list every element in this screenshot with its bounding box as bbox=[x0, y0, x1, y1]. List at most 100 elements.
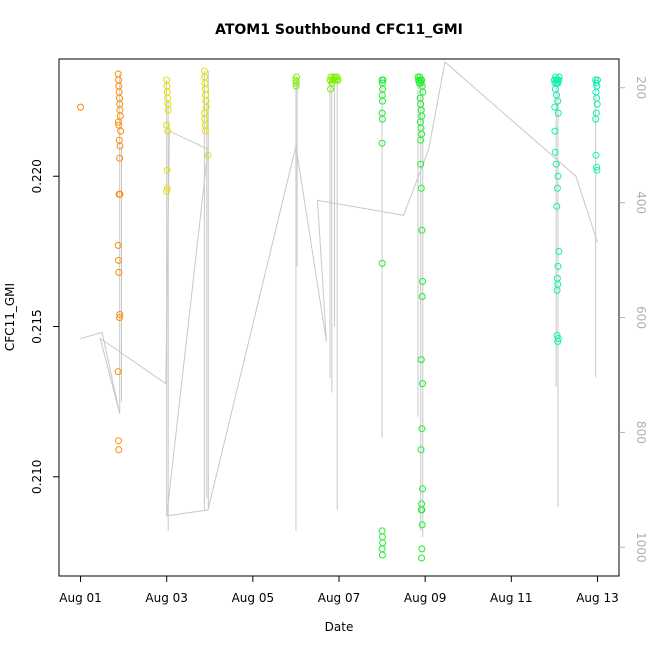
point-0-10 bbox=[115, 121, 123, 129]
y2-tick-label-0: 200 bbox=[634, 76, 648, 99]
point-3-31 bbox=[417, 136, 425, 144]
point-0-2 bbox=[115, 76, 122, 84]
point-0-16 bbox=[116, 190, 124, 198]
point-1-7 bbox=[164, 127, 172, 135]
point-1-13 bbox=[201, 79, 209, 87]
point-3-27 bbox=[418, 112, 426, 120]
point-0-21 bbox=[116, 311, 124, 318]
point-0-8 bbox=[116, 112, 124, 120]
point-2-3 bbox=[292, 82, 300, 90]
point-1-10 bbox=[163, 187, 171, 195]
point-4-11 bbox=[554, 97, 562, 105]
point-3-45 bbox=[418, 521, 426, 529]
point-3-37 bbox=[417, 356, 425, 364]
x-tick-label-4: Aug 09 bbox=[404, 591, 447, 605]
point-3-8 bbox=[378, 139, 386, 147]
point-2-14 bbox=[327, 85, 334, 93]
point-0-17 bbox=[114, 241, 122, 249]
point-4-7 bbox=[555, 76, 563, 84]
x-tick-label-6: Aug 13 bbox=[576, 591, 619, 605]
point-3-26 bbox=[417, 106, 425, 114]
y-tick-label-1: 0.215 bbox=[30, 309, 44, 343]
point-3-11 bbox=[378, 533, 386, 541]
point-1-8 bbox=[163, 166, 171, 174]
plot-frame bbox=[58, 58, 620, 577]
point-4-18 bbox=[553, 184, 561, 192]
point-3-42 bbox=[418, 500, 426, 508]
point-3-30 bbox=[418, 130, 426, 138]
point-0-11 bbox=[117, 127, 125, 135]
point-2-2 bbox=[293, 73, 300, 81]
point-3-5 bbox=[379, 97, 386, 105]
point-3-23 bbox=[419, 88, 427, 96]
point-3-32 bbox=[417, 160, 425, 168]
pressure-line bbox=[80, 61, 598, 517]
point-0-3 bbox=[115, 82, 123, 90]
point-0-20 bbox=[115, 314, 123, 321]
point-3-12 bbox=[379, 539, 387, 547]
y2-tick-label-1: 400 bbox=[634, 191, 648, 214]
point-0-14 bbox=[116, 154, 124, 162]
point-0-19 bbox=[115, 268, 123, 276]
point-4-37 bbox=[592, 151, 600, 159]
point-4-12 bbox=[551, 103, 559, 111]
point-4-8 bbox=[555, 73, 563, 81]
y-tick-label-0: 0.210 bbox=[30, 460, 44, 494]
point-4-26 bbox=[554, 338, 562, 345]
profile-spikes bbox=[119, 71, 597, 537]
point-3-35 bbox=[419, 277, 426, 285]
point-3-3 bbox=[379, 76, 387, 84]
x-tick-label-0: Aug 01 bbox=[59, 591, 102, 605]
point-4-21 bbox=[554, 262, 562, 270]
point-1-14 bbox=[201, 85, 209, 93]
point-4-27 bbox=[554, 335, 562, 342]
point-4-9 bbox=[551, 85, 559, 93]
x-tick-label-2: Aug 05 bbox=[232, 591, 275, 605]
point-3-9 bbox=[378, 259, 386, 267]
point-2-13 bbox=[334, 76, 342, 84]
point-3-13 bbox=[378, 545, 386, 553]
point-1-3 bbox=[164, 94, 172, 102]
point-0-24 bbox=[115, 446, 123, 454]
point-1-5 bbox=[164, 106, 172, 114]
point-3-20 bbox=[417, 79, 425, 87]
point-4-31 bbox=[594, 76, 601, 84]
point-2-12 bbox=[333, 73, 341, 81]
point-4-22 bbox=[553, 274, 561, 282]
point-3-33 bbox=[417, 184, 425, 192]
x-tick-label-3: Aug 07 bbox=[318, 591, 361, 605]
y-axis: 0.210 0.215 0.220 bbox=[30, 159, 59, 494]
point-0-1 bbox=[114, 70, 122, 78]
x-axis-label: Date bbox=[325, 620, 354, 634]
point-4-36 bbox=[592, 115, 600, 123]
point-4-15 bbox=[551, 148, 559, 156]
point-4-33 bbox=[593, 94, 601, 102]
y2-axis: 200 400 600 800 1000 bbox=[619, 76, 648, 563]
point-4-13 bbox=[554, 109, 562, 117]
point-3-38 bbox=[419, 380, 426, 388]
point-0-23 bbox=[115, 437, 122, 445]
point-3-46 bbox=[418, 545, 426, 553]
point-3-10 bbox=[378, 527, 386, 535]
point-1-22 bbox=[204, 151, 212, 159]
point-4-39 bbox=[593, 166, 601, 174]
point-3-36 bbox=[418, 293, 426, 300]
point-4-14 bbox=[551, 127, 559, 135]
point-0-0 bbox=[77, 103, 84, 111]
x-axis: Aug 01 Aug 03 Aug 05 Aug 07 Aug 09 Aug 11 Aug … bbox=[59, 576, 619, 605]
point-4-16 bbox=[552, 160, 560, 168]
point-4-24 bbox=[553, 286, 561, 294]
point-4-17 bbox=[554, 172, 562, 180]
point-4-34 bbox=[593, 100, 601, 108]
point-3-44 bbox=[418, 506, 426, 514]
y2-tick-label-4: 1000 bbox=[634, 532, 648, 563]
point-0-13 bbox=[116, 142, 124, 150]
point-0-4 bbox=[115, 88, 123, 96]
data-points bbox=[77, 67, 601, 562]
x-tick-label-5: Aug 11 bbox=[490, 591, 533, 605]
point-1-2 bbox=[163, 88, 171, 96]
y-axis-label: CFC11_GMI bbox=[3, 283, 17, 351]
point-0-9 bbox=[114, 118, 122, 126]
chart-title: ATOM1 Southbound CFC11_GMI bbox=[215, 22, 463, 38]
